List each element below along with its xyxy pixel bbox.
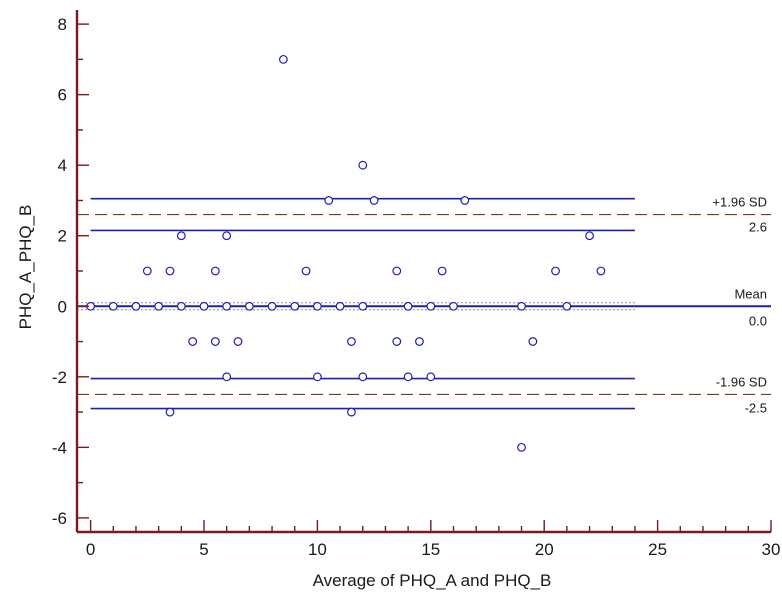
data-point: [222, 231, 232, 241]
data-point: [176, 301, 186, 311]
data-point: [278, 54, 288, 64]
data-point: [437, 266, 447, 276]
data-point: [244, 301, 254, 311]
data-point: [415, 337, 424, 346]
x-tick-label: 30: [762, 540, 781, 559]
axes: [75, 10, 772, 534]
y-tick-label: 4: [58, 156, 67, 175]
data-point: [188, 337, 198, 346]
data-point: [358, 372, 368, 382]
data-point: [426, 301, 436, 311]
data-point: [165, 266, 175, 276]
x-tick-label: 10: [308, 540, 327, 559]
mean-label: Mean: [734, 286, 767, 301]
x-axis-title: Average of PHQ_A and PHQ_B: [313, 571, 552, 590]
data-point: [222, 301, 232, 311]
data-point: [449, 301, 458, 311]
lower-loa-label: -1.96 SD: [716, 374, 767, 389]
data-point: [165, 407, 175, 417]
data-point: [313, 301, 322, 311]
data-point: [142, 266, 152, 276]
data-point: [222, 372, 232, 382]
data-point: [335, 301, 345, 311]
x-tick-label: 0: [86, 540, 95, 559]
data-point: [403, 372, 413, 382]
reference-lines: [77, 213, 771, 396]
upper-loa-label: +1.96 SD: [712, 195, 767, 210]
data-point: [596, 266, 606, 276]
data-point: [358, 160, 368, 170]
data-point: [460, 196, 470, 205]
data-point: [313, 372, 322, 382]
x-tick-label: 5: [199, 540, 208, 559]
y-tick-label: 2: [58, 227, 67, 246]
data-point: [517, 301, 526, 311]
data-point: [369, 196, 379, 205]
x-tick-label: 15: [421, 540, 440, 559]
x-tick-label: 25: [648, 540, 667, 559]
data-point: [358, 301, 368, 311]
y-tick-label: 0: [58, 297, 67, 316]
upper-loa-value-label: 2.6: [749, 220, 767, 235]
data-point: [426, 372, 436, 382]
data-point: [176, 231, 186, 241]
data-point: [301, 266, 311, 276]
data-point: [210, 266, 220, 276]
data-point: [233, 337, 243, 346]
data-point: [199, 301, 209, 311]
data-point: [154, 301, 164, 311]
data-point: [585, 231, 594, 241]
data-point: [108, 301, 118, 311]
data-point: [392, 337, 402, 346]
data-point: [392, 266, 402, 276]
data-point: [267, 301, 277, 311]
data-point: [517, 442, 526, 452]
data-point: [562, 301, 572, 311]
y-tick-label: 6: [58, 86, 67, 105]
data-points: [86, 54, 606, 452]
data-point: [347, 407, 356, 417]
data-point: [324, 196, 334, 205]
y-tick-label: 8: [58, 15, 67, 34]
data-point: [528, 337, 538, 346]
y-tick-label: -2: [52, 368, 67, 387]
data-point: [131, 301, 141, 311]
y-tick-label: -4: [52, 438, 67, 457]
data-point: [290, 301, 300, 311]
mean-value-label: 0.0: [749, 313, 767, 328]
x-tick-label: 20: [535, 540, 554, 559]
data-point: [210, 337, 220, 346]
y-tick-label: -6: [52, 509, 67, 528]
data-point: [347, 337, 356, 346]
data-point: [551, 266, 560, 276]
y-axis-title: PHQ_A_PHQ_B: [16, 205, 35, 330]
reference-line-labels: +1.96 SD 2.6 Mean 0.0 -1.96 SD -2.5: [712, 195, 767, 416]
lower-loa-value-label: -2.5: [745, 400, 767, 415]
data-point: [403, 301, 413, 311]
